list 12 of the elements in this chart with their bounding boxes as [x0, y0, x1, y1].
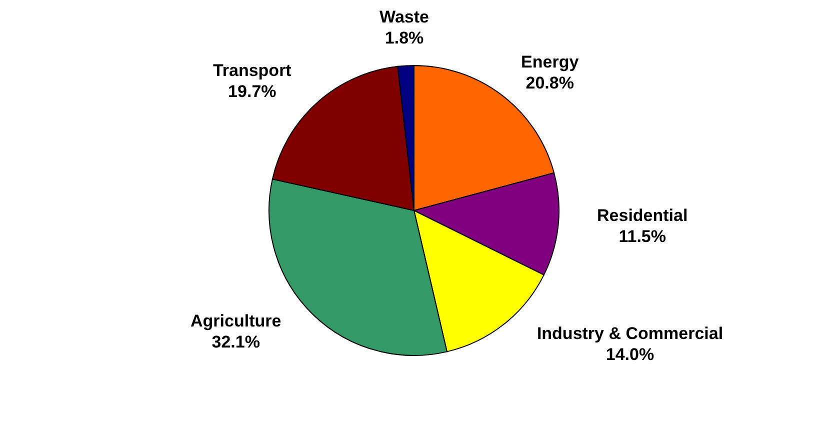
data-label: 32.1%: [212, 332, 260, 352]
slice-label: Transport: [212, 61, 292, 80]
slice-label: Industry & Commercial: [536, 324, 724, 343]
data-label: 14.0%: [606, 344, 654, 364]
slice-label: Residential: [597, 206, 688, 226]
slice-label: Agriculture: [190, 311, 282, 330]
slice-label: Energy: [521, 52, 580, 72]
data-label: 19.7%: [228, 82, 276, 102]
data-label: 1.8%: [384, 28, 424, 48]
data-label: 11.5%: [618, 227, 666, 246]
slice-label: Waste: [380, 7, 429, 26]
data-label: 20.8%: [526, 74, 574, 92]
